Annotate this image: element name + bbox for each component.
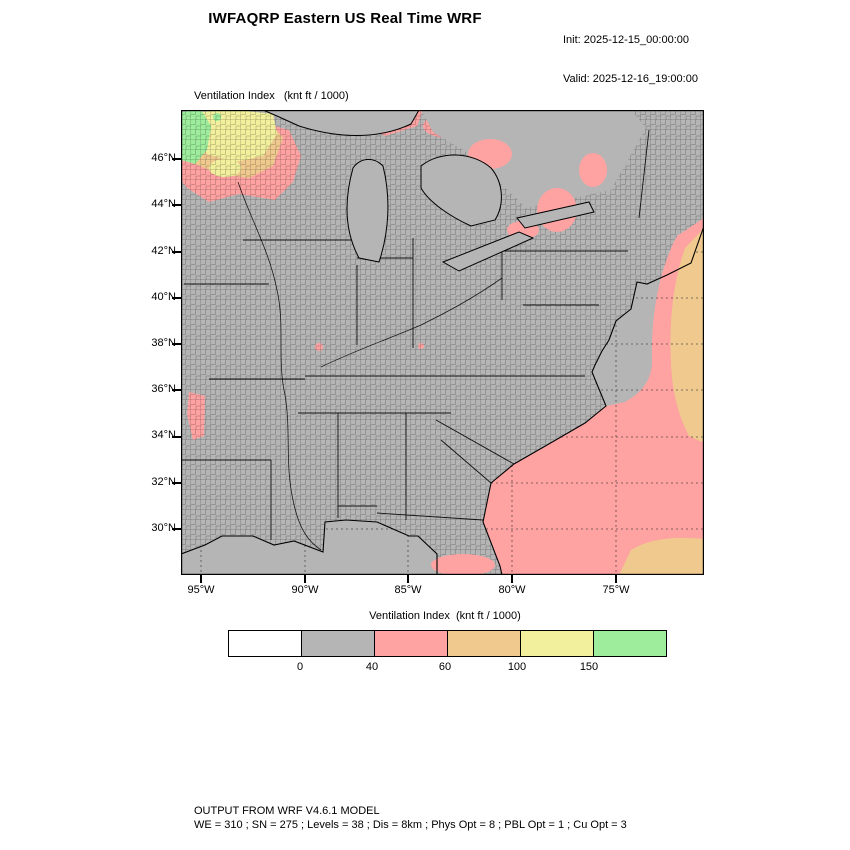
lat-tick-mark: [172, 528, 181, 530]
lake-erie: [441, 231, 535, 272]
colorbar-cell-yellow: [520, 630, 594, 657]
lat-tick-mark: [172, 482, 181, 484]
colorbar-cell-white: [228, 630, 302, 657]
init-time: Init: 2025-12-15_00:00:00: [563, 34, 689, 46]
lat-tick-label: 30°N: [151, 522, 176, 534]
lon-tick-mark: [200, 575, 202, 583]
lon-tick-label: 85°W: [394, 584, 422, 596]
lat-tick-mark: [172, 389, 181, 391]
patch-pink-stlawrence-2: [579, 153, 607, 187]
coastline: [180, 109, 705, 576]
lon-tick-label: 75°W: [602, 584, 630, 596]
vi-patches-ocean: [431, 218, 704, 576]
run-times: Init: 2025-12-15_00:00:00 Valid: 2025-12…: [563, 8, 698, 112]
lat-tick-label: 32°N: [151, 476, 176, 488]
patch-pink-gulf: [431, 554, 495, 576]
colorbar-title: Ventilation Index (knt ft / 1000): [369, 610, 521, 622]
lat-tick-mark: [172, 158, 181, 160]
lat-tick-mark: [172, 343, 181, 345]
patch-tan-se-corner: [619, 537, 704, 575]
colorbar-cell-gray: [301, 630, 375, 657]
colorbar-label: 150: [579, 661, 599, 673]
colorbar-label: 40: [365, 661, 379, 673]
colorbar-cell-tan: [447, 630, 521, 657]
patch-tan-atlantic: [670, 228, 704, 443]
lake-ontario: [516, 201, 595, 229]
lat-tick-label: 36°N: [151, 383, 176, 395]
lat-tick-label: 40°N: [151, 291, 176, 303]
footer-config-line: WE = 310 ; SN = 275 ; Levels = 38 ; Dis …: [194, 819, 627, 831]
lat-tick-label: 38°N: [151, 337, 176, 349]
lon-tick-mark: [511, 575, 513, 583]
lake-superior: [262, 109, 420, 136]
lon-tick-label: 95°W: [187, 584, 215, 596]
valid-time: Valid: 2025-12-16_19:00:00: [563, 73, 698, 85]
river-lines: [237, 181, 503, 551]
lake-michigan: [346, 159, 389, 263]
lat-tick-label: 46°N: [151, 152, 176, 164]
state-boundaries: [181, 129, 650, 551]
map-variable-label: Ventilation Index (knt ft / 1000): [194, 90, 349, 102]
map-area: [180, 109, 705, 576]
lat-tick-mark: [172, 251, 181, 253]
colorbar-label: 100: [507, 661, 527, 673]
colorbar: [228, 630, 667, 657]
lat-tick-mark: [172, 297, 181, 299]
lat-tick-mark: [172, 436, 181, 438]
lake-huron: [420, 154, 502, 227]
page-title: IWFAQRP Eastern US Real Time WRF: [208, 10, 482, 27]
lon-tick-label: 90°W: [291, 584, 319, 596]
colorbar-label: 0: [296, 661, 304, 673]
map-frame: [181, 110, 704, 575]
lon-tick-mark: [304, 575, 306, 583]
lat-tick-mark: [172, 204, 181, 206]
patch-pink-atlantic: [483, 218, 704, 575]
colorbar-cell-pink: [374, 630, 448, 657]
footer-model-line: OUTPUT FROM WRF V4.6.1 MODEL: [194, 805, 380, 817]
graticule: [181, 110, 704, 575]
lat-tick-label: 44°N: [151, 198, 176, 210]
lon-tick-mark: [407, 575, 409, 583]
lon-tick-label: 80°W: [498, 584, 526, 596]
lat-tick-label: 42°N: [151, 245, 176, 257]
lat-tick-label: 34°N: [151, 429, 176, 441]
great-lakes: [262, 109, 595, 272]
colorbar-cell-green: [593, 630, 667, 657]
wrf-map: [180, 109, 705, 576]
lon-tick-mark: [615, 575, 617, 583]
colorbar-label: 60: [438, 661, 452, 673]
